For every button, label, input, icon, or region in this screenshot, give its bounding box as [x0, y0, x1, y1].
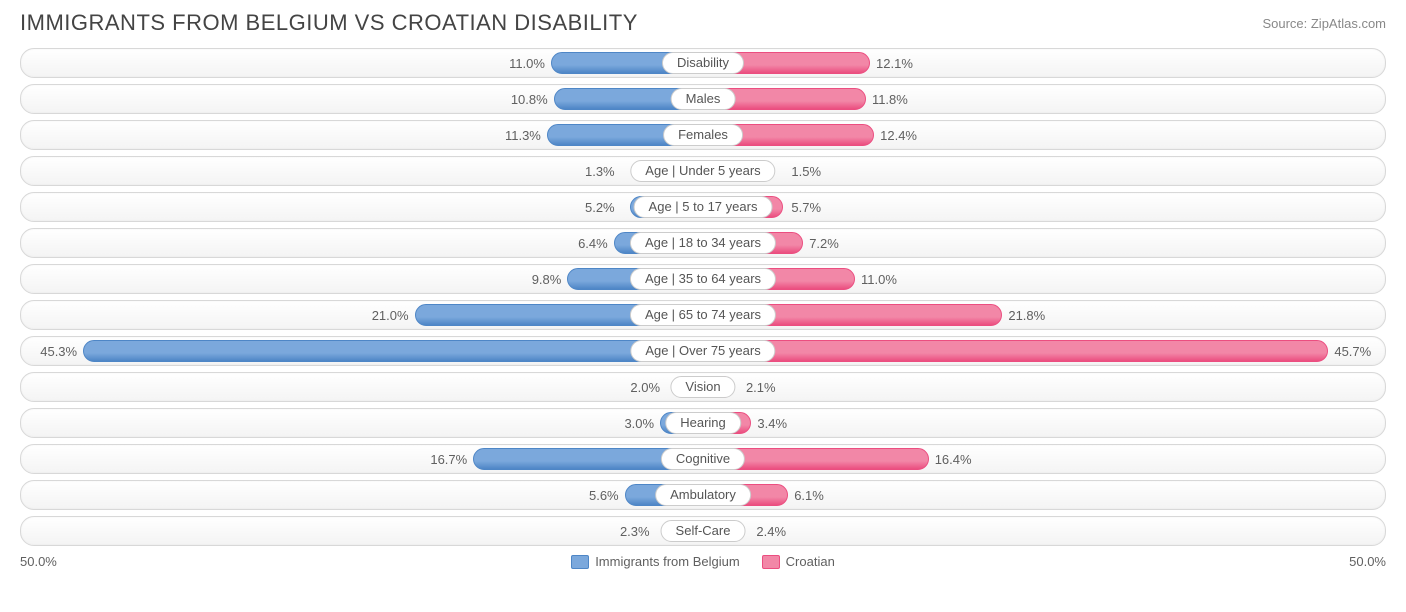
chart-row: 2.0% 2.1%Vision: [20, 372, 1386, 402]
value-left: 6.4%: [578, 229, 616, 257]
legend-swatch-right: [762, 555, 780, 569]
row-label: Females: [663, 124, 743, 146]
value-right: 2.1%: [738, 373, 776, 401]
value-left: 11.0%: [509, 49, 553, 77]
chart-row: 5.6% 6.1% Ambulatory: [20, 480, 1386, 510]
bar-left: [83, 340, 703, 362]
value-left: 9.8%: [532, 265, 570, 293]
chart-source: Source: ZipAtlas.com: [1262, 16, 1386, 31]
value-right: 6.1%: [786, 481, 824, 509]
value-left: 3.0%: [624, 409, 662, 437]
bar-right: [703, 340, 1328, 362]
value-left: 45.3%: [40, 337, 85, 365]
value-right: 11.0%: [853, 265, 897, 293]
row-label: Cognitive: [661, 448, 745, 470]
legend: Immigrants from Belgium Croatian: [571, 554, 835, 569]
value-left: 2.3%: [620, 517, 658, 545]
value-left: 16.7%: [430, 445, 475, 473]
chart-row: 45.3% 45.7% Age | Over 75 years: [20, 336, 1386, 366]
legend-label-right: Croatian: [786, 554, 835, 569]
row-label: Age | 5 to 17 years: [634, 196, 773, 218]
row-label: Age | 35 to 64 years: [630, 268, 776, 290]
chart-container: IMMIGRANTS FROM BELGIUM VS CROATIAN DISA…: [0, 0, 1406, 579]
legend-swatch-left: [571, 555, 589, 569]
value-right: 21.8%: [1000, 301, 1045, 329]
chart-row: 11.0% 12.1% Disability: [20, 48, 1386, 78]
value-left: 1.3%: [585, 157, 623, 185]
value-left: 5.2%: [585, 193, 623, 221]
value-left: 21.0%: [372, 301, 417, 329]
value-right: 45.7%: [1326, 337, 1371, 365]
row-label: Ambulatory: [655, 484, 751, 506]
chart-footer: 50.0% Immigrants from Belgium Croatian 5…: [0, 552, 1406, 579]
chart-row: 5.2% 5.7% Age | 5 to 17 years: [20, 192, 1386, 222]
row-label: Disability: [662, 52, 744, 74]
row-label: Self-Care: [661, 520, 746, 542]
value-right: 12.4%: [872, 121, 917, 149]
legend-item-left: Immigrants from Belgium: [571, 554, 739, 569]
legend-label-left: Immigrants from Belgium: [595, 554, 739, 569]
chart-row: 10.8% 11.8% Males: [20, 84, 1386, 114]
axis-right-max: 50.0%: [1349, 554, 1386, 569]
value-right: 16.4%: [927, 445, 972, 473]
value-left: 5.6%: [589, 481, 627, 509]
value-left: 10.8%: [511, 85, 556, 113]
value-right: 7.2%: [801, 229, 839, 257]
row-label: Age | Over 75 years: [630, 340, 775, 362]
value-right: 11.8%: [864, 85, 908, 113]
value-left: 11.3%: [505, 121, 549, 149]
value-left: 2.0%: [630, 373, 668, 401]
legend-item-right: Croatian: [762, 554, 835, 569]
value-right: 5.7%: [783, 193, 821, 221]
value-right: 3.4%: [749, 409, 787, 437]
chart-header: IMMIGRANTS FROM BELGIUM VS CROATIAN DISA…: [0, 0, 1406, 42]
row-label: Age | Under 5 years: [630, 160, 775, 182]
axis-left-max: 50.0%: [20, 554, 57, 569]
row-label: Vision: [670, 376, 735, 398]
chart-row: 1.3% 1.5% Age | Under 5 years: [20, 156, 1386, 186]
chart-row: 2.3% 2.4%Self-Care: [20, 516, 1386, 546]
value-right: 1.5%: [783, 157, 821, 185]
chart-title: IMMIGRANTS FROM BELGIUM VS CROATIAN DISA…: [20, 10, 638, 36]
value-right: 12.1%: [868, 49, 913, 77]
chart-row: 3.0% 3.4% Hearing: [20, 408, 1386, 438]
chart-row: 21.0% 21.8% Age | 65 to 74 years: [20, 300, 1386, 330]
chart-rows: 11.0% 12.1% Disability 10.8% 11.8% Males 11.3%…: [0, 42, 1406, 546]
value-right: 2.4%: [748, 517, 786, 545]
chart-row: 6.4% 7.2% Age | 18 to 34 years: [20, 228, 1386, 258]
chart-row: 11.3% 12.4% Females: [20, 120, 1386, 150]
row-label: Age | 65 to 74 years: [630, 304, 776, 326]
row-label: Males: [671, 88, 736, 110]
chart-row: 16.7% 16.4% Cognitive: [20, 444, 1386, 474]
row-label: Age | 18 to 34 years: [630, 232, 776, 254]
row-label: Hearing: [665, 412, 741, 434]
chart-row: 9.8% 11.0% Age | 35 to 64 years: [20, 264, 1386, 294]
